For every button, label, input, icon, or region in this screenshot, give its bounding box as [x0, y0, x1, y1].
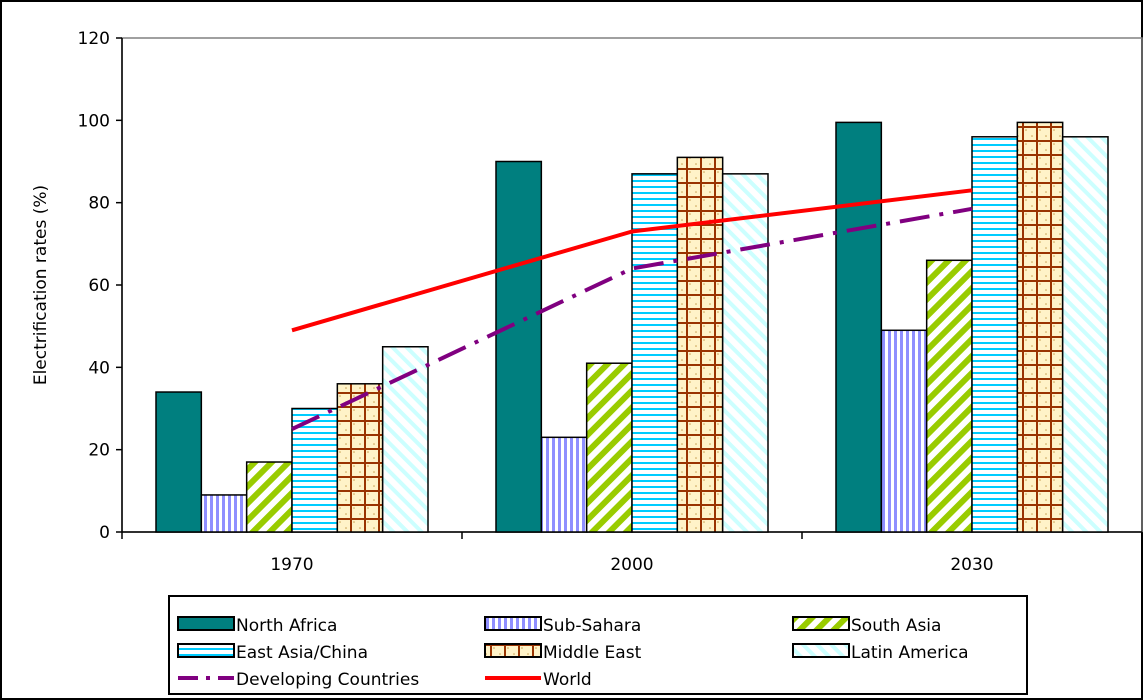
bar-east-asia-china-2000 — [631, 173, 679, 533]
bar-north-africa-2000 — [495, 160, 543, 533]
bar-south-asia-1970 — [245, 461, 293, 533]
bar-north-africa-2030 — [835, 121, 883, 533]
bars — [155, 121, 1109, 533]
legend: North Africa Sub-Sahara South Asia East Asi… — [168, 595, 1028, 695]
y-tick-label: 40 — [88, 358, 110, 378]
bar-middle-east-2000 — [676, 156, 724, 533]
bar-south-asia-2000 — [585, 362, 633, 533]
y-tick-label: 120 — [78, 29, 110, 49]
y-tick-label: 100 — [78, 111, 110, 131]
bar-latin-america-2030 — [1061, 136, 1109, 533]
x-tick-label: 2030 — [950, 555, 993, 575]
bar-sub-sahara-2030 — [880, 329, 928, 533]
bar-sub-sahara-1970 — [200, 494, 248, 533]
legend-label-south-asia: South Asia — [851, 616, 941, 636]
y-tick-label: 80 — [88, 194, 110, 214]
legend-label-middle-east: Middle East — [543, 643, 642, 663]
y-tick-label: 20 — [88, 441, 110, 461]
legend-label-east-asia-china: East Asia/China — [236, 643, 368, 663]
bar-sub-sahara-2000 — [540, 436, 588, 533]
y-tick-label: 60 — [88, 276, 110, 296]
legend-label-latin-america: Latin America — [851, 643, 969, 663]
bar-east-asia-china-1970 — [291, 407, 339, 533]
legend-swatch-latin-america — [792, 643, 850, 658]
legend-swatch-sub-sahara — [484, 616, 542, 631]
legend-label-world: World — [543, 670, 592, 690]
bar-north-africa-1970 — [155, 391, 203, 533]
legend-swatch-south-asia — [792, 616, 850, 631]
series-lines — [291, 188, 973, 431]
legend-swatch-north-africa — [177, 616, 235, 631]
legend-label-north-africa: North Africa — [236, 616, 337, 636]
bar-south-asia-2030 — [925, 259, 973, 533]
y-axis: 0 20 40 60 80 100 120 — [78, 29, 123, 543]
bar-middle-east-1970 — [336, 383, 384, 533]
x-tick-label: 2000 — [610, 555, 653, 575]
legend-label-developing-countries: Developing Countries — [236, 670, 419, 690]
x-tick-label: 1970 — [270, 555, 313, 575]
legend-box — [168, 595, 1028, 695]
line-developing-countries — [291, 206, 973, 431]
legend-swatch-east-asia-china — [177, 643, 235, 658]
legend-label-sub-sahara: Sub-Sahara — [543, 616, 641, 636]
line-world — [291, 188, 973, 333]
y-axis-title: Electrification rates (%) — [31, 185, 51, 385]
y-tick-label: 0 — [99, 523, 110, 543]
legend-swatch-middle-east — [484, 643, 542, 658]
bar-latin-america-2000 — [721, 173, 769, 533]
bar-middle-east-2030 — [1016, 121, 1064, 533]
bar-east-asia-china-2030 — [971, 136, 1019, 533]
